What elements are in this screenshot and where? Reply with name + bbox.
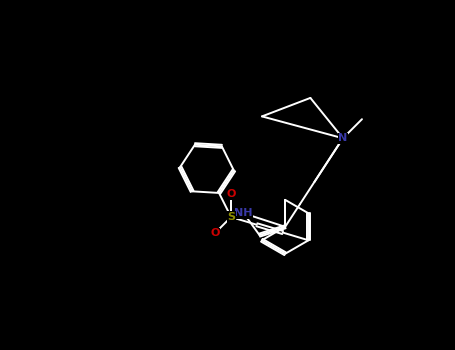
Text: S: S (227, 212, 235, 222)
Text: O: O (210, 228, 220, 238)
Text: N: N (338, 133, 348, 143)
Text: NH: NH (234, 208, 253, 218)
Text: O: O (227, 189, 236, 199)
